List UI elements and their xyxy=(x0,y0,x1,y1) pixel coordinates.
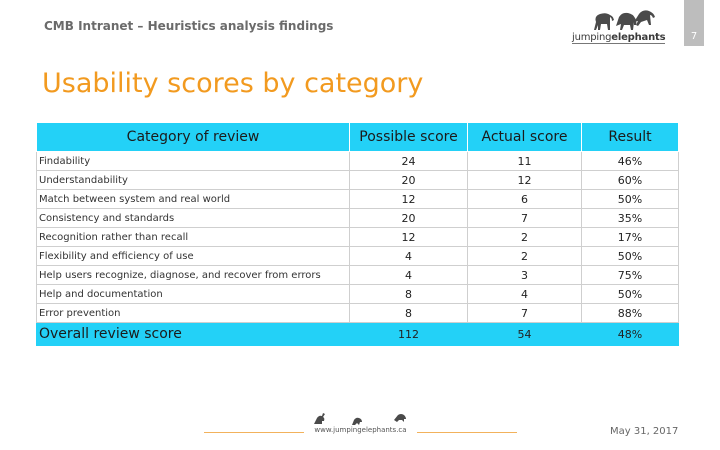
overall-result: 48% xyxy=(581,322,679,346)
table-row: Findability 24 11 46% xyxy=(36,151,679,171)
row-actual: 7 xyxy=(467,208,582,228)
row-category: Help and documentation xyxy=(36,284,350,304)
table-row: Help and documentation 8 4 50% xyxy=(36,284,679,304)
footer-date: May 31, 2017 xyxy=(610,426,679,437)
row-result: 75% xyxy=(581,265,679,285)
row-category: Recognition rather than recall xyxy=(36,227,350,247)
usability-scores-table: Category of review Possible score Actual… xyxy=(36,122,679,346)
row-actual: 3 xyxy=(467,265,582,285)
row-result: 50% xyxy=(581,189,679,209)
row-actual: 4 xyxy=(467,284,582,304)
row-actual: 12 xyxy=(467,170,582,190)
row-actual: 11 xyxy=(467,151,582,171)
row-possible: 24 xyxy=(349,151,468,171)
row-result: 50% xyxy=(581,246,679,266)
row-category: Help users recognize, diagnose, and reco… xyxy=(36,265,350,285)
page-number-label: 7 xyxy=(690,31,698,42)
row-category: Consistency and standards xyxy=(36,208,350,228)
row-possible: 12 xyxy=(349,227,468,247)
row-category: Match between system and real world xyxy=(36,189,350,209)
row-result: 46% xyxy=(581,151,679,171)
page-number: 7 xyxy=(684,0,704,46)
logo-text-light: jumping xyxy=(572,32,612,43)
overall-category: Overall review score xyxy=(36,322,350,346)
company-logo: jumpingelephants xyxy=(572,4,676,48)
row-possible: 8 xyxy=(349,303,468,323)
row-result: 35% xyxy=(581,208,679,228)
overall-actual: 54 xyxy=(467,322,582,346)
table-row: Help users recognize, diagnose, and reco… xyxy=(36,265,679,285)
footer-url: www.jumpingelephants.ca xyxy=(314,426,407,434)
row-possible: 20 xyxy=(349,208,468,228)
logo-text-bold: elephants xyxy=(611,32,666,43)
table-row: Consistency and standards 20 7 35% xyxy=(36,208,679,228)
row-possible: 8 xyxy=(349,284,468,304)
row-result: 60% xyxy=(581,170,679,190)
table-row: Flexibility and efficiency of use 4 2 50… xyxy=(36,246,679,266)
footer-elephants-icon xyxy=(314,413,406,425)
footer-divider-right xyxy=(417,432,517,433)
column-header-actual: Actual score xyxy=(467,122,582,152)
column-header-result: Result xyxy=(581,122,679,152)
row-result: 88% xyxy=(581,303,679,323)
table-row: Match between system and real world 12 6… xyxy=(36,189,679,209)
row-actual: 2 xyxy=(467,227,582,247)
column-header-category: Category of review xyxy=(36,122,350,152)
logo-text: jumpingelephants xyxy=(572,32,666,44)
elephants-icon xyxy=(594,10,655,30)
row-category: Findability xyxy=(36,151,350,171)
footer-divider-left xyxy=(204,432,304,433)
table-row: Error prevention 8 7 88% xyxy=(36,303,679,323)
header-title: CMB Intranet – Heuristics analysis findi… xyxy=(44,19,334,33)
table-header-row: Category of review Possible score Actual… xyxy=(36,122,679,152)
row-result: 50% xyxy=(581,284,679,304)
row-category: Understandability xyxy=(36,170,350,190)
overall-possible: 112 xyxy=(349,322,468,346)
slide-title: Usability scores by category xyxy=(42,68,424,99)
table-row: Recognition rather than recall 12 2 17% xyxy=(36,227,679,247)
row-result: 17% xyxy=(581,227,679,247)
row-actual: 6 xyxy=(467,189,582,209)
row-category: Error prevention xyxy=(36,303,350,323)
column-header-possible: Possible score xyxy=(349,122,468,152)
row-category: Flexibility and efficiency of use xyxy=(36,246,350,266)
row-possible: 12 xyxy=(349,189,468,209)
row-actual: 7 xyxy=(467,303,582,323)
row-possible: 20 xyxy=(349,170,468,190)
overall-score-row: Overall review score 112 54 48% xyxy=(36,322,679,346)
row-possible: 4 xyxy=(349,246,468,266)
row-possible: 4 xyxy=(349,265,468,285)
row-actual: 2 xyxy=(467,246,582,266)
table-row: Understandability 20 12 60% xyxy=(36,170,679,190)
